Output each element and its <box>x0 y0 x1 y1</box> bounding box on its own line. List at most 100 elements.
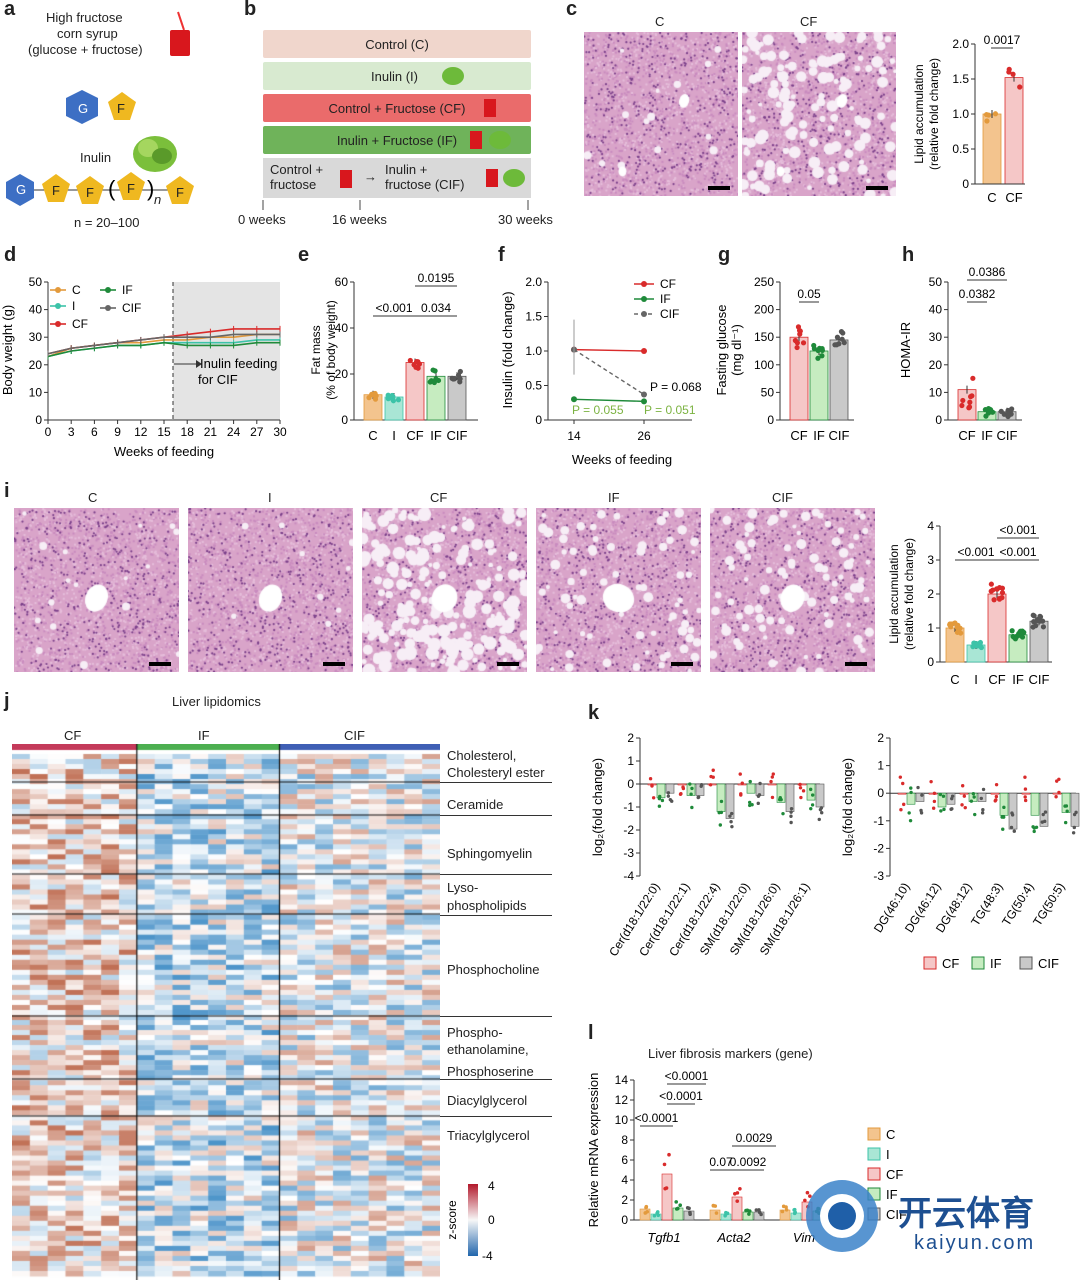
heatmap-group-if: IF <box>198 728 210 743</box>
class-label: Sphingomyelin <box>447 846 533 861</box>
x-tick-label: I <box>392 428 396 443</box>
y-tick-label: 1 <box>927 621 934 635</box>
data-point <box>1012 829 1016 833</box>
bar-IF <box>999 792 1009 816</box>
axis-label: Body weight (g) <box>0 305 15 395</box>
watermark-brand: 开云体育 <box>898 1195 1034 1233</box>
class-label: Lyso- <box>447 880 479 895</box>
cup-lettuce-icon <box>486 169 525 187</box>
y-tick-label: 2.0 <box>952 37 969 51</box>
data-point <box>1040 618 1046 624</box>
cup-icon <box>170 11 190 56</box>
data-point <box>971 792 976 796</box>
data-point <box>808 787 813 792</box>
axis-label: Lipid accumulation(relative fold change) <box>887 538 916 650</box>
data-point <box>920 793 924 797</box>
x-tick-label: 21 <box>204 425 218 439</box>
histo-i-title-i: I <box>268 490 272 505</box>
data-point <box>981 787 986 792</box>
data-point <box>970 375 976 381</box>
panel-label-h: h <box>902 244 915 266</box>
bar-IF <box>1061 792 1071 813</box>
data-point <box>650 783 654 787</box>
x-tick-label: 15 <box>157 425 171 439</box>
data-point <box>457 376 463 382</box>
y-tick-label: 2 <box>627 731 634 745</box>
y-tick-label: 20 <box>335 367 349 381</box>
data-point <box>994 586 1000 592</box>
data-point <box>1023 795 1027 799</box>
data-point <box>795 324 802 330</box>
bar-CF <box>987 593 1007 663</box>
data-point <box>1000 815 1004 819</box>
p-value: <0.0001 <box>635 1111 679 1125</box>
week-0: 0 weeks <box>238 212 286 227</box>
data-point <box>994 782 999 787</box>
data-point <box>991 597 997 603</box>
y-tick-label: 20 <box>29 358 43 372</box>
data-point <box>1009 825 1014 830</box>
data-point <box>789 814 793 818</box>
data-point <box>803 1198 807 1203</box>
data-point <box>983 413 989 419</box>
fructose-label: F <box>127 181 135 196</box>
glucose-hexagon-icon <box>6 174 34 206</box>
data-point <box>1057 790 1061 795</box>
y-tick-label: 0 <box>767 413 774 427</box>
data-point <box>1009 406 1015 412</box>
class-label: ethanolamine, <box>447 1042 529 1057</box>
y-tick-label: 8 <box>621 1133 628 1147</box>
bar-CF <box>731 1196 743 1221</box>
data-point <box>818 807 823 812</box>
data-point <box>690 786 694 791</box>
x-tick-label: 9 <box>114 425 121 439</box>
data-point <box>728 814 732 818</box>
data-point <box>740 781 744 785</box>
cif-shaded-region <box>173 282 280 420</box>
lettuce-icon <box>133 136 177 172</box>
histo-i-title-c: C <box>88 490 98 505</box>
p-value: 0.05 <box>797 287 821 301</box>
data-point <box>984 118 990 124</box>
legend-marker <box>55 287 61 293</box>
data-point <box>1040 624 1047 630</box>
axis-label: z-score <box>445 1200 459 1240</box>
bar-IF <box>809 350 829 421</box>
bar-CF <box>1021 792 1031 795</box>
x-tick-label: 30 <box>273 425 287 439</box>
bar-CIF <box>1070 792 1080 827</box>
y-tick-label: 10 <box>615 1113 629 1127</box>
switch-arrow: → <box>364 169 377 184</box>
glucose-hexagon-icon <box>66 90 98 124</box>
p-value: <0.001 <box>957 545 994 559</box>
data-point <box>954 624 960 630</box>
legend-swatch <box>923 956 937 970</box>
panel-label-l: l <box>588 1022 594 1044</box>
data-point <box>373 393 379 399</box>
bar-CF <box>767 783 777 786</box>
bar-IF <box>906 792 916 805</box>
data-point <box>395 397 402 403</box>
syrup-title: High fructose <box>46 10 123 25</box>
panel-label-a: a <box>4 0 16 20</box>
data-point <box>983 111 990 118</box>
data-point <box>819 347 826 353</box>
p-value: <0.001 <box>999 523 1036 537</box>
histo-i-title-if: IF <box>608 490 620 505</box>
group-control: Control (C) <box>263 30 531 58</box>
data-point <box>798 786 803 790</box>
data-point <box>909 790 913 795</box>
bar-CIF <box>725 783 735 819</box>
data-point <box>645 1209 650 1214</box>
data-point <box>1072 825 1077 830</box>
bar-CF <box>789 336 809 421</box>
data-point <box>688 782 692 786</box>
data-point <box>641 391 647 398</box>
class-label: phospholipids <box>447 898 527 913</box>
class-label: Triacylglycerol <box>447 1128 530 1143</box>
data-point <box>919 811 924 815</box>
y-tick-label: -1 <box>623 800 634 814</box>
colorbar-tick: 4 <box>488 1179 495 1193</box>
